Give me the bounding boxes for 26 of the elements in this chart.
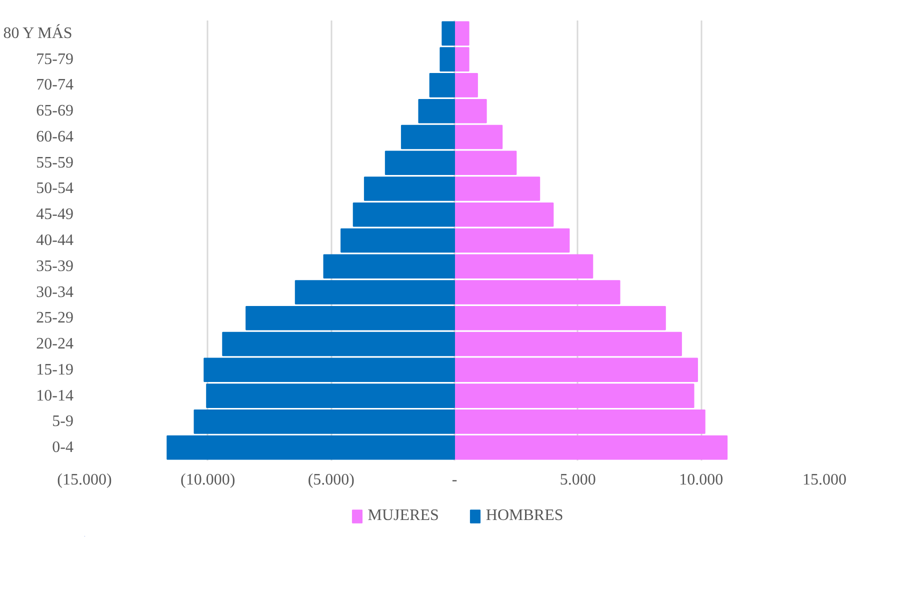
y-tick-label: 70-74 <box>36 76 74 94</box>
y-tick-label: 20-24 <box>36 336 74 353</box>
y-tick-label: 75-79 <box>36 50 74 68</box>
y-tick-label: 0-4 <box>52 439 74 456</box>
x-tick-label: 10.000 <box>679 472 724 488</box>
x-tick-label: 5.000 <box>560 472 596 488</box>
legend-label: MUJERES <box>368 507 439 525</box>
x-tick-label: (15.000) <box>57 472 112 488</box>
y-tick-label: 55-59 <box>36 154 74 172</box>
y-tick-label: 30-34 <box>36 284 74 301</box>
y-tick-label: 10-14 <box>36 387 74 404</box>
y-tick-label: 45-49 <box>36 206 74 224</box>
x-tick-label: (5.000) <box>308 472 354 488</box>
y-tick-label: 65-69 <box>36 102 74 120</box>
y-tick-label: 60-64 <box>36 128 74 146</box>
y-tick-label: 50-54 <box>36 180 74 198</box>
legend-label: HOMBRES <box>486 507 564 525</box>
x-tick-label: 15.000 <box>802 472 846 488</box>
y-tick-label: 15-19 <box>36 361 74 378</box>
x-tick-label: - <box>452 472 458 488</box>
y-tick-label: 35-39 <box>36 258 74 275</box>
y-tick-label: 40-44 <box>36 232 74 249</box>
y-tick-label: 5-9 <box>52 413 74 430</box>
y-tick-label: 25-29 <box>36 310 74 327</box>
y-tick-label: 80 Y MÁS <box>3 24 72 42</box>
x-tick-label: (10.000) <box>180 472 236 488</box>
